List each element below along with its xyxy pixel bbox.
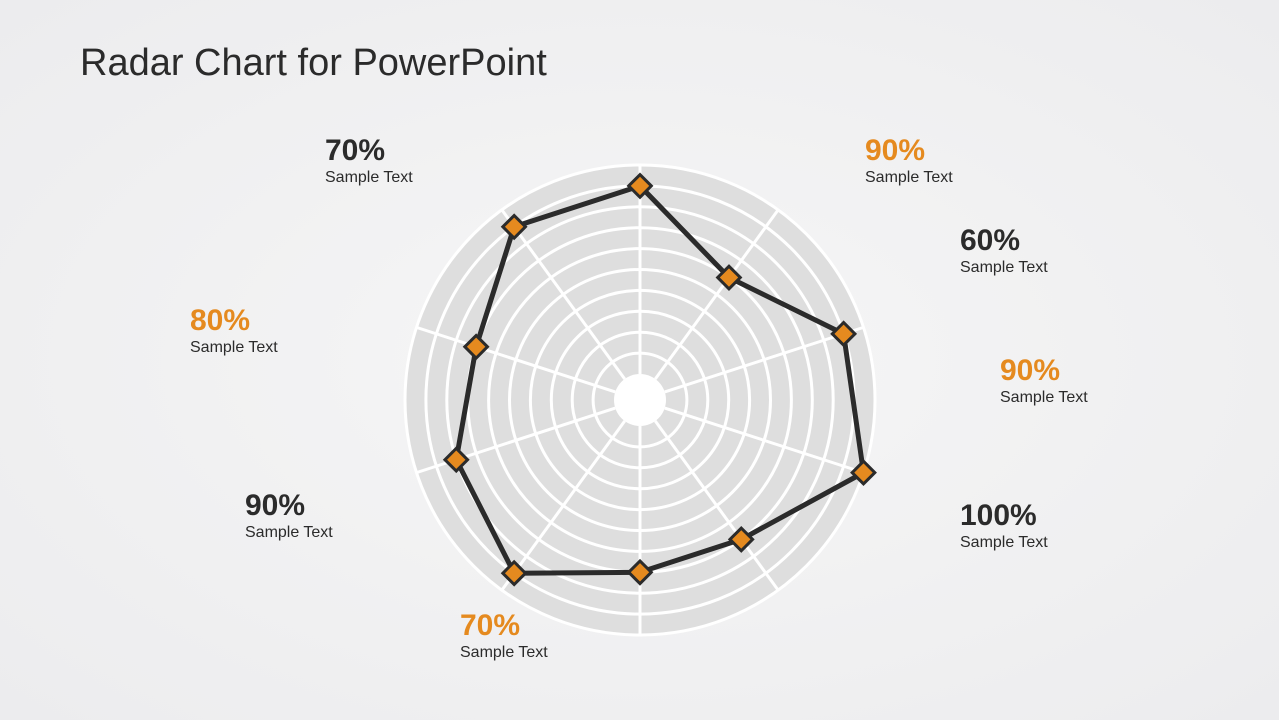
axis-label-sub: Sample Text (960, 259, 1048, 277)
axis-label-sub: Sample Text (865, 169, 953, 187)
axis-label: 60% Sample Text (960, 225, 1048, 277)
axis-label-pct: 60% (960, 225, 1048, 257)
axis-label-sub: Sample Text (460, 644, 548, 662)
axis-label: 100% Sample Text (960, 500, 1048, 552)
axis-label-sub: Sample Text (245, 524, 333, 542)
axis-label-pct: 100% (960, 500, 1048, 532)
axis-label-sub: Sample Text (1000, 389, 1088, 407)
axis-label-pct: 90% (1000, 355, 1088, 387)
axis-label-pct: 90% (865, 135, 953, 167)
axis-label-sub: Sample Text (325, 169, 413, 187)
axis-label-pct: 70% (325, 135, 413, 167)
axis-label-sub: Sample Text (190, 339, 278, 357)
axis-label: 90% Sample Text (1000, 355, 1088, 407)
axis-label-sub: Sample Text (960, 534, 1048, 552)
axis-label: 70% Sample Text (460, 610, 548, 662)
axis-label-pct: 70% (460, 610, 548, 642)
axis-label-pct: 90% (245, 490, 333, 522)
axis-label: 90% Sample Text (865, 135, 953, 187)
axis-label: 70% Sample Text (325, 135, 413, 187)
axis-label: 90% Sample Text (245, 490, 333, 542)
axis-label-pct: 80% (190, 305, 278, 337)
axis-label: 80% Sample Text (190, 305, 278, 357)
